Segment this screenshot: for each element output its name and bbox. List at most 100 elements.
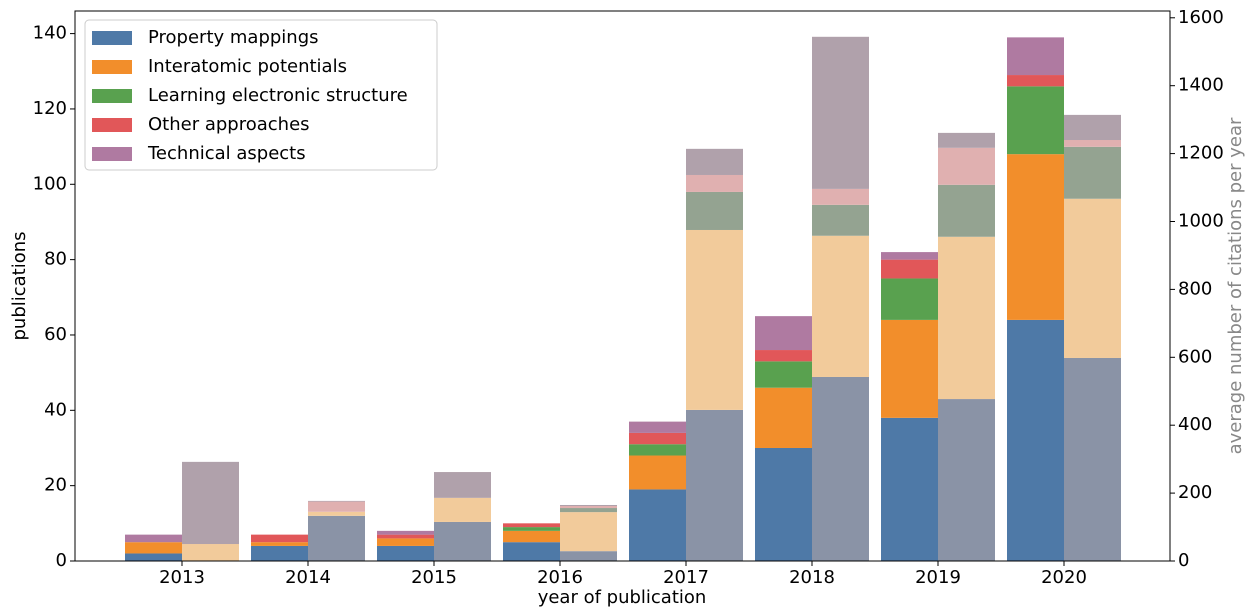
y-tick-label: 100 [33,173,67,194]
legend [84,19,438,171]
bar [251,534,308,543]
bar [377,530,434,535]
bar [1007,319,1064,561]
bar [1007,86,1064,155]
bar [755,447,812,561]
y-axis-label: publications [9,231,30,340]
bar [629,421,686,433]
bar [503,527,560,531]
citation-bar [686,148,743,175]
y2-tick-label: 0 [1178,550,1189,571]
citation-bar [812,235,869,377]
x-tick-label: 2018 [789,567,835,588]
x-axis-label: year of publication [538,587,707,607]
bar [881,417,938,561]
citation-bar [434,521,491,561]
citation-bar [308,501,365,512]
legend-swatch [92,89,132,103]
x-tick-label: 2016 [537,567,583,588]
citation-bar [938,399,995,561]
bar [125,553,182,561]
citation-bar [182,461,239,545]
bar [377,534,434,539]
citation-bar [812,204,869,236]
legend-label: Property mappings [148,27,319,48]
legend-swatch [92,147,132,161]
citation-bar [434,472,491,498]
legend-label: Other approaches [148,114,310,135]
bar [881,278,938,320]
legend-swatch [92,118,132,132]
citation-bar [308,515,365,561]
y2-tick-label: 800 [1178,278,1212,299]
citation-bar [686,229,743,410]
bar [377,538,434,546]
x-tick-label: 2017 [663,567,709,588]
citation-bar [560,506,617,509]
x-tick-label: 2020 [1041,567,1087,588]
bar [881,259,938,279]
citation-bar [938,132,995,148]
citation-bar [308,511,365,516]
y2-tick-label: 1000 [1178,210,1224,231]
x-tick-label: 2013 [159,567,205,588]
y2-tick-label: 600 [1178,346,1212,367]
y2-tick-label: 1200 [1178,143,1224,164]
citation-bar [560,551,617,561]
y-tick-label: 120 [33,98,67,119]
citation-bar [812,376,869,561]
bar [629,432,686,445]
bar [755,350,812,362]
legend-label: Technical aspects [147,143,306,164]
citation-bar [560,508,617,513]
bar [629,444,686,456]
citation-bar [308,500,365,502]
y-tick-label: 60 [44,324,67,345]
x-tick-label: 2014 [285,567,331,588]
y-tick-label: 40 [44,399,67,420]
bar [503,530,560,543]
citation-bar [1064,114,1121,141]
x-tick-label: 2019 [915,567,961,588]
citation-bar [1064,146,1121,199]
bar [503,542,560,561]
legend-swatch [92,60,132,74]
y2-tick-label: 400 [1178,414,1212,435]
citation-bar [1064,140,1121,147]
bar [755,387,812,448]
bar [251,542,308,546]
citation-bar [560,512,617,552]
citation-bar [182,544,239,561]
bar [881,252,938,260]
citation-bar [686,409,743,561]
citation-bar [938,184,995,237]
y2-axis-label: average number of citations per year [1225,117,1246,454]
citation-bar [434,497,491,522]
legend-swatch [92,31,132,45]
y-tick-label: 80 [44,249,67,270]
citation-bar [938,147,995,185]
citation-bar [812,188,869,205]
legend-label: Learning electronic structure [148,85,408,106]
citation-bar [1064,198,1121,358]
plot-frame [74,10,1171,562]
y2-tick-label: 200 [1178,482,1212,503]
bar [1007,37,1064,76]
bar [755,316,812,351]
bar [503,523,560,528]
citation-bar [812,36,869,189]
citation-bar [686,174,743,192]
citation-bar [560,504,617,506]
bar [125,542,182,554]
y-tick-label: 0 [56,550,67,571]
citation-bar [686,191,743,230]
bar [881,319,938,418]
y2-tick-label: 1400 [1178,75,1224,96]
x-tick-label: 2015 [411,567,457,588]
bar [629,455,686,490]
y-tick-label: 140 [33,23,67,44]
bar [629,489,686,561]
bar [251,545,308,561]
bar [377,545,434,561]
